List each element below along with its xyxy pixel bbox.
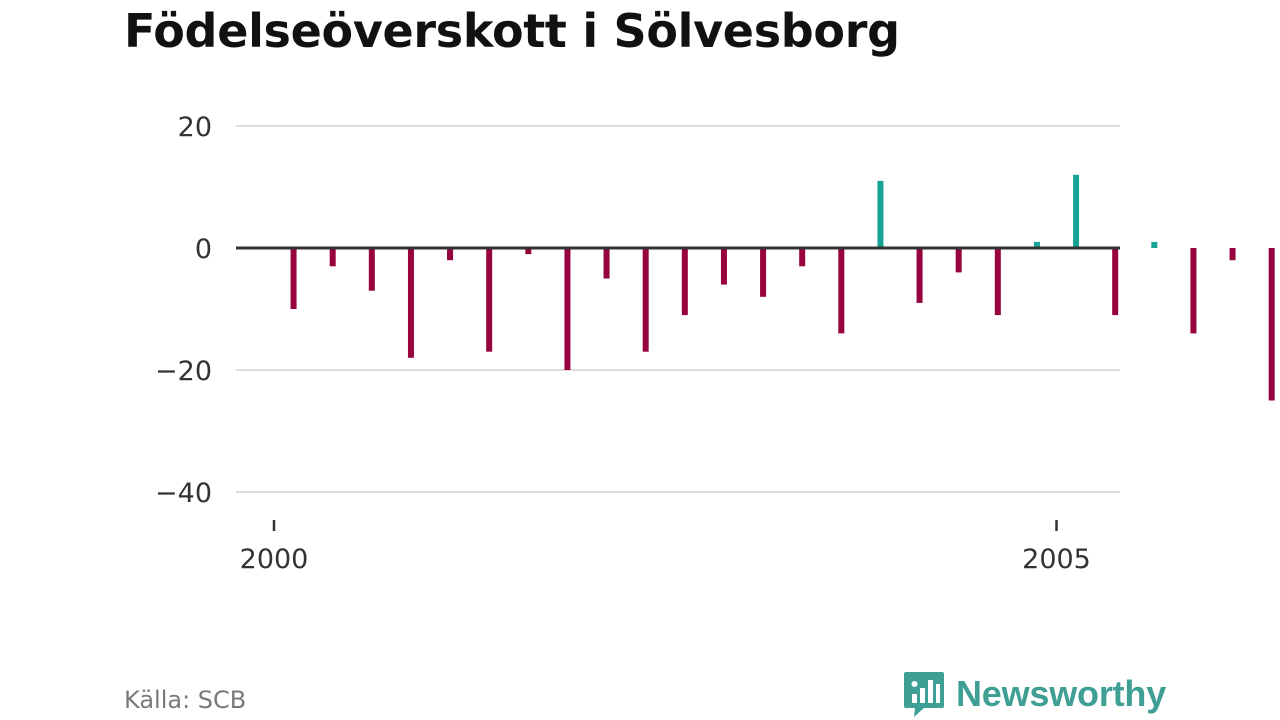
x-tick-label: 2005 — [1022, 544, 1091, 575]
bar — [1073, 174, 1080, 248]
bar — [564, 248, 571, 370]
x-tick-label: 2000 — [240, 544, 309, 575]
bar — [799, 248, 806, 267]
bar — [1151, 241, 1158, 248]
bar — [916, 248, 923, 303]
y-tick-label: −40 — [155, 478, 212, 509]
bar — [681, 248, 688, 316]
source-note: Källa: SCB — [124, 686, 247, 714]
bar — [1229, 248, 1236, 261]
bar — [407, 248, 414, 358]
bar — [955, 248, 962, 273]
bar — [720, 248, 727, 285]
brand-logo[interactable]: Newsworthy — [902, 670, 1166, 718]
bar — [447, 248, 454, 261]
bar — [368, 248, 375, 291]
bar — [329, 248, 336, 267]
bar — [642, 248, 649, 352]
bar — [486, 248, 493, 352]
bars — [290, 174, 1275, 401]
bar — [1268, 248, 1275, 401]
brand-name: Newsworthy — [956, 673, 1167, 714]
chart-title: Födelseöverskott i Sölvesborg — [124, 4, 900, 58]
y-tick-label: −20 — [155, 356, 212, 387]
axes: 200−20−40200020052010201520202025 — [155, 112, 1120, 575]
bar — [603, 248, 610, 279]
bar-chart: 200−20−40200020052010201520202025 — [155, 112, 1275, 575]
bar — [525, 248, 532, 255]
bar — [994, 248, 1001, 316]
bar — [760, 248, 767, 297]
bar — [838, 248, 845, 334]
y-tick-label: 0 — [195, 234, 212, 265]
bar — [1112, 248, 1119, 316]
bar — [877, 180, 884, 248]
bar — [290, 248, 297, 309]
y-tick-label: 20 — [178, 112, 212, 143]
newsworthy-logo-icon — [904, 672, 944, 717]
gridlines — [236, 125, 1120, 493]
bar — [1190, 248, 1197, 334]
bar — [1033, 241, 1040, 248]
